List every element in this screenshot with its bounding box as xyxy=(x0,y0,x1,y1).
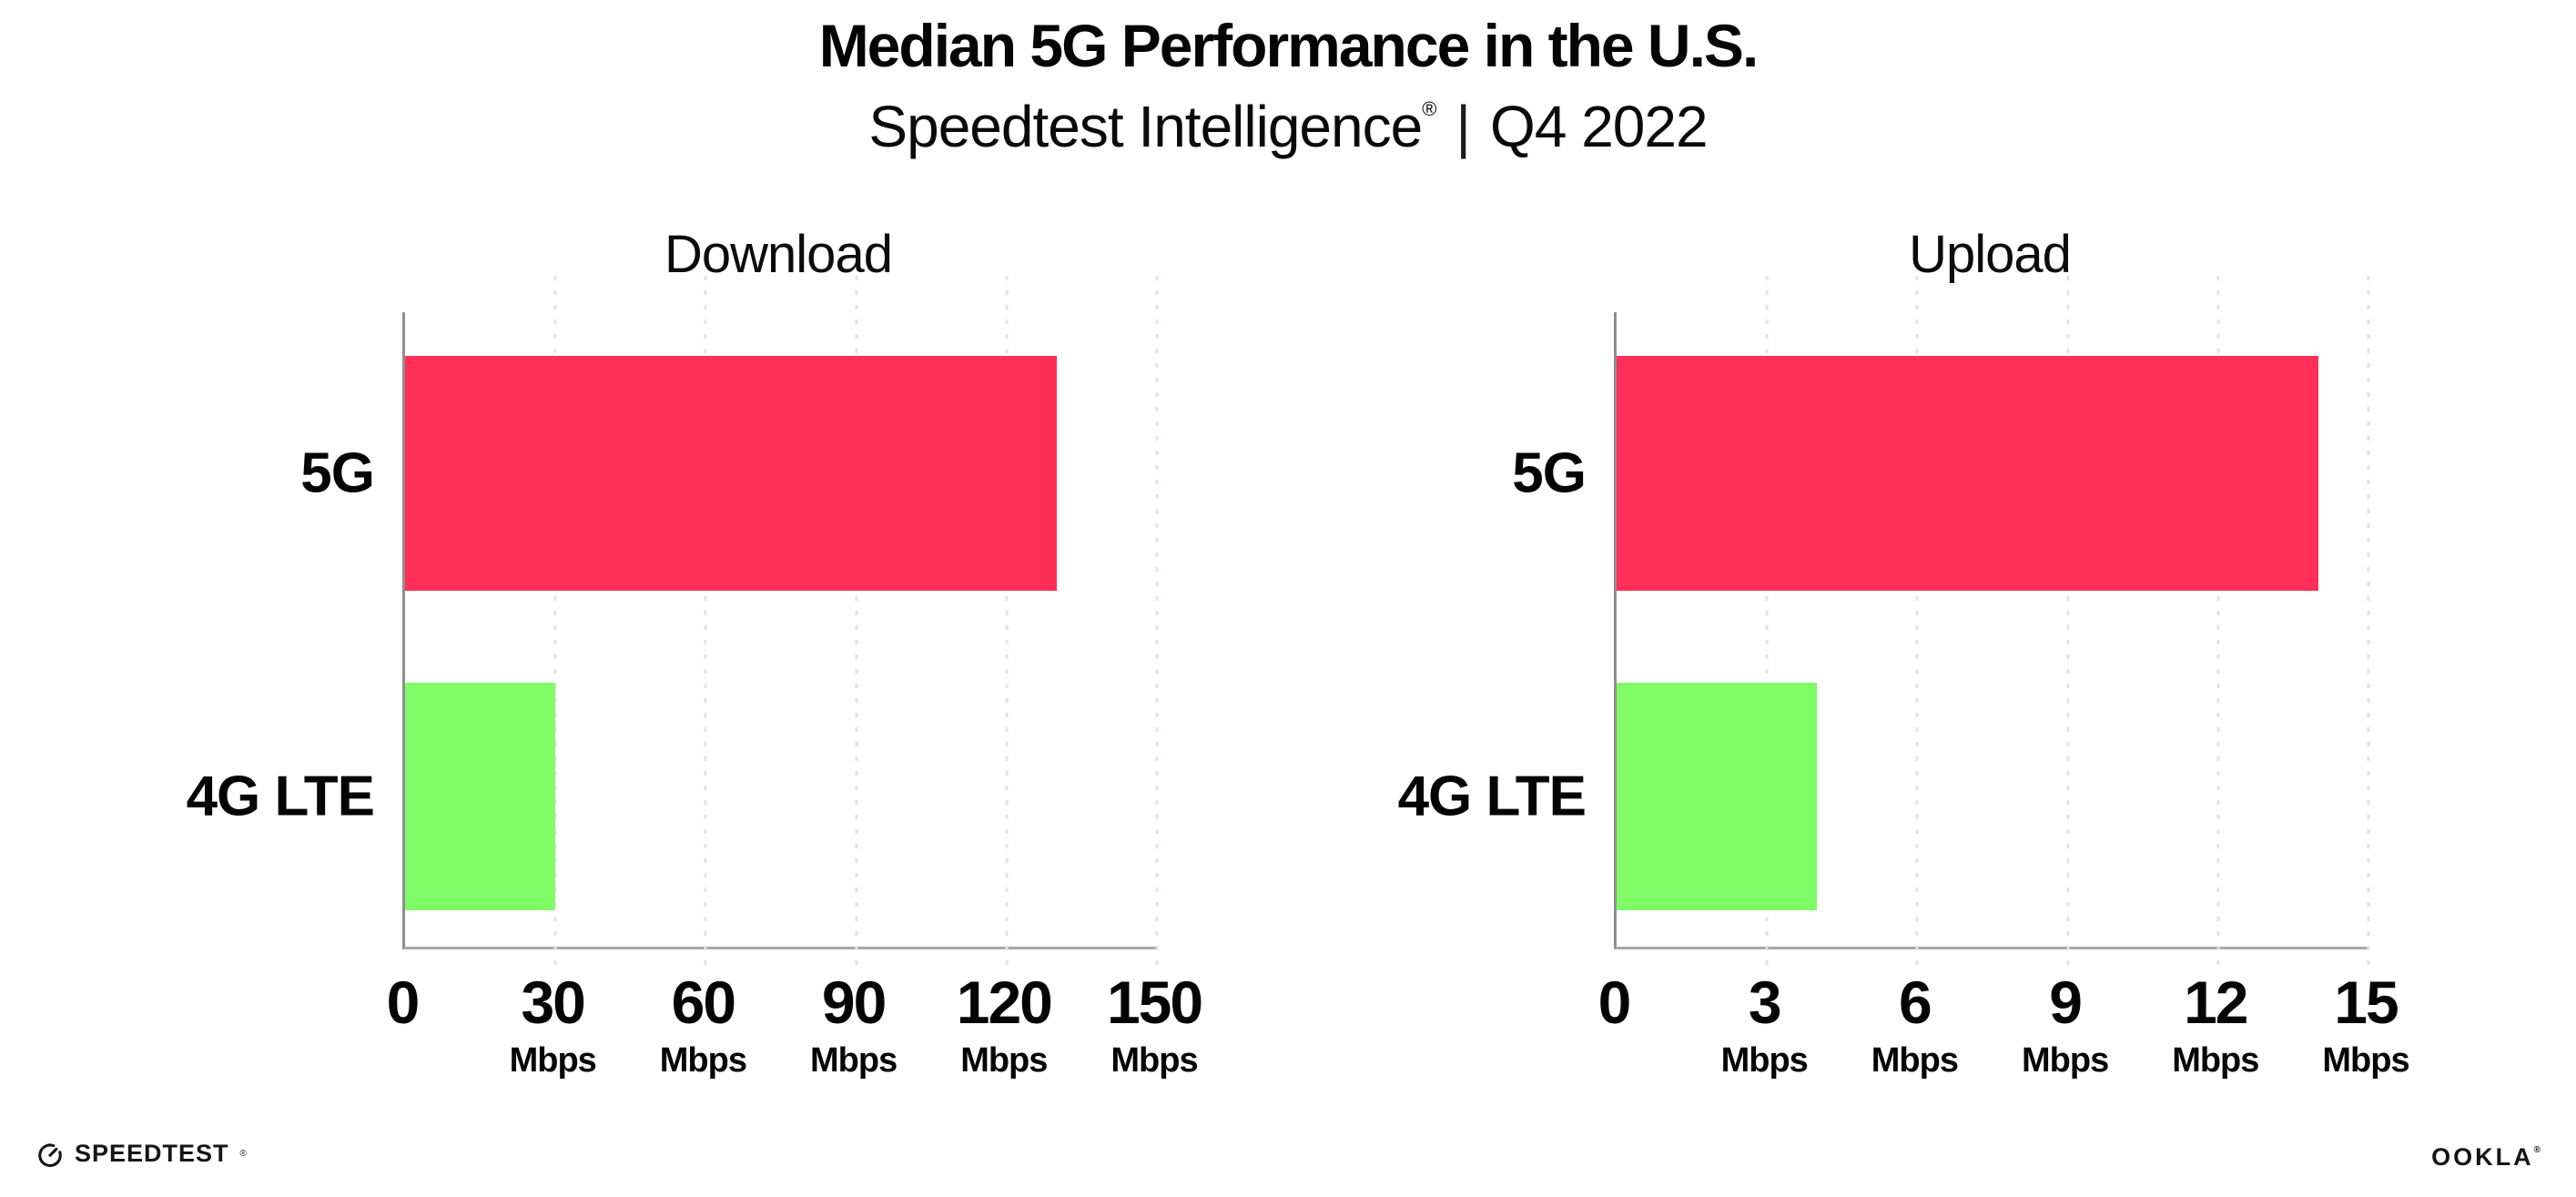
category-label-5g: 5G xyxy=(1512,441,1587,505)
category-label-4g-lte: 4G LTE xyxy=(186,765,375,828)
gridline-60 xyxy=(704,276,707,970)
speedtest-wordmark: SPEEDTEST xyxy=(75,1140,229,1167)
download-chart: Download 5G 4G LTE 0 30 Mbps 60 Mbps 90 Mbps 120… xyxy=(187,0,1204,1120)
ookla-logo: OOKLA® xyxy=(2431,1143,2543,1172)
x-tick-value: 90 xyxy=(821,969,887,1036)
x-tick-value: 3 xyxy=(1748,969,1782,1036)
x-tick-value: 0 xyxy=(1597,969,1632,1036)
subtitle-brand: Speedtest Intelligence xyxy=(868,94,1423,159)
gridline-9 xyxy=(2066,276,2070,970)
gridline-120 xyxy=(1005,276,1009,970)
subtitle-separator: | xyxy=(1455,94,1471,159)
registered-mark: ® xyxy=(1422,97,1436,120)
x-tick-unit: Mbps xyxy=(1720,1041,1809,1080)
bar-5g xyxy=(405,356,1057,591)
gridline-90 xyxy=(855,276,858,970)
gridline-150 xyxy=(1155,276,1159,970)
speedtest-registered-mark: ® xyxy=(239,1149,247,1159)
bar-4g-lte xyxy=(1617,683,1818,910)
download-plot-area: 5G 4G LTE xyxy=(187,276,1159,970)
category-label-4g-lte: 4G LTE xyxy=(1397,765,1587,828)
x-tick-value: 150 xyxy=(1106,969,1203,1036)
x-tick-unit: Mbps xyxy=(2021,1041,2109,1080)
x-tick-value: 12 xyxy=(2184,969,2248,1036)
x-tick-unit: Mbps xyxy=(2322,1041,2409,1080)
bar-4g-lte xyxy=(405,683,556,910)
x-tick-value: 60 xyxy=(671,969,736,1036)
x-tick-unit: Mbps xyxy=(2172,1041,2259,1080)
upload-plot-area: 5G 4G LTE xyxy=(1398,276,2370,970)
speedtest-gauge-icon xyxy=(38,1142,62,1167)
x-tick-15: 15 Mbps xyxy=(2322,972,2409,1078)
x-tick-6: 6 Mbps xyxy=(1871,969,1959,1080)
figure-title: Median 5G Performance in the U.S. xyxy=(818,12,1760,79)
figure-subtitle: Speedtest Intelligence® | Q4 2022 xyxy=(0,93,2576,160)
x-tick-90: 90 Mbps xyxy=(809,969,898,1080)
gridline-15 xyxy=(2367,276,2370,970)
x-tick-value: 0 xyxy=(386,969,421,1036)
x-tick-unit: Mbps xyxy=(509,1041,597,1080)
upload-chart-heading: Upload xyxy=(1909,225,2072,284)
x-tick-unit: Mbps xyxy=(960,1041,1048,1080)
x-tick-value: 30 xyxy=(521,969,585,1036)
x-tick-value: 15 xyxy=(2334,969,2399,1036)
gridline-3 xyxy=(1765,276,1769,970)
bar-5g xyxy=(1617,356,2318,591)
x-tick-30: 30 Mbps xyxy=(509,969,597,1080)
speedtest-logo: SPEEDTEST ® xyxy=(36,1140,247,1168)
x-tick-value: 6 xyxy=(1899,969,1932,1036)
category-label-5g: 5G xyxy=(300,441,375,505)
subtitle-period: Q4 2022 xyxy=(1490,94,1709,159)
x-tick-unit: Mbps xyxy=(1111,1041,1198,1080)
x-tick-120: 120 Mbps xyxy=(956,969,1053,1080)
gridline-6 xyxy=(1915,276,1919,970)
x-tick-0: 0 xyxy=(1597,969,1632,1036)
x-tick-3: 3 Mbps xyxy=(1720,969,1809,1080)
ookla-wordmark: OOKLA xyxy=(2431,1143,2534,1171)
x-tick-0: 0 xyxy=(386,969,421,1036)
x-tick-unit: Mbps xyxy=(809,1041,898,1080)
x-tick-value: 120 xyxy=(956,969,1053,1036)
gridline-30 xyxy=(553,276,557,970)
x-tick-9: 9 Mbps xyxy=(2021,969,2109,1080)
ookla-registered-mark: ® xyxy=(2533,1145,2543,1155)
x-tick-150: 150 Mbps xyxy=(1106,969,1203,1080)
upload-chart: Upload 5G 4G LTE 0 3 Mbps 6 Mbps 9 Mbps 12 Mbps 15… xyxy=(1398,0,2410,1120)
gridline-12 xyxy=(2216,276,2220,970)
x-tick-12: 12 Mbps xyxy=(2172,969,2259,1080)
x-tick-value: 9 xyxy=(2049,969,2083,1036)
x-tick-unit: Mbps xyxy=(659,1041,747,1080)
x-tick-unit: Mbps xyxy=(1871,1041,1959,1080)
download-chart-heading: Download xyxy=(664,225,893,284)
x-tick-60: 60 Mbps xyxy=(659,969,747,1080)
